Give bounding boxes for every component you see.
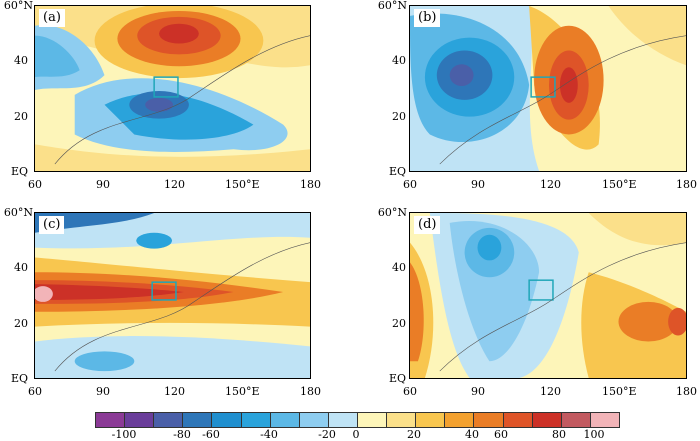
panel-b-lon-60: 60 — [403, 178, 417, 191]
panel-a-lon-120: 120 — [164, 178, 185, 191]
panel-c-map — [35, 213, 310, 378]
panel-c-lon-120: 120 — [164, 385, 185, 398]
panel-d: (d) — [409, 212, 687, 379]
panel-c-lat-60: 60°N — [3, 206, 33, 219]
panel-d-lat-40: 40 — [392, 261, 406, 274]
colorbar-segment — [387, 413, 417, 427]
panel-d-lon-180: 180 — [676, 385, 697, 398]
colorbar-segment — [416, 413, 446, 427]
colorbar-segment — [561, 413, 591, 427]
colorbar-segment — [299, 413, 329, 427]
panel-c-lon-60: 60 — [28, 385, 42, 398]
colorbar-tick-20: 20 — [407, 428, 421, 441]
colorbar-tick-neg60: -60 — [202, 428, 220, 441]
colorbar-tick-60: 60 — [494, 428, 508, 441]
panel-b-lat-60: 60°N — [377, 0, 407, 12]
panel-b-lat-eq: EQ — [388, 165, 406, 178]
colorbar-tick-0: 0 — [352, 428, 360, 441]
panel-b-lat-20: 20 — [392, 110, 406, 123]
panel-d-lon-120: 120 — [540, 385, 561, 398]
colorbar-segment — [590, 413, 619, 427]
colorbar-tick-neg40: -40 — [260, 428, 278, 441]
colorbar-tick-neg80: -80 — [173, 428, 191, 441]
panel-c-label: (c) — [39, 216, 65, 234]
colorbar-segment — [183, 413, 213, 427]
colorbar-segment — [328, 413, 358, 427]
panel-a-lon-60: 60 — [28, 178, 42, 191]
colorbar-segment — [357, 413, 388, 427]
panel-a-lon-90: 90 — [96, 178, 110, 191]
panel-b-lon-150: 150°E — [602, 178, 637, 191]
panel-d-map — [410, 213, 686, 378]
colorbar-segment — [212, 413, 242, 427]
panel-b: (b) — [409, 5, 687, 172]
panel-d-lat-60: 60°N — [377, 206, 407, 219]
panel-b-map — [410, 6, 686, 171]
colorbar-tick-100: 100 — [583, 428, 605, 441]
panel-b-lat-40: 40 — [392, 54, 406, 67]
colorbar-tick-80: 80 — [552, 428, 566, 441]
colorbar-segment — [154, 413, 184, 427]
panel-d-lat-eq: EQ — [388, 372, 406, 385]
panel-a-lon-180: 180 — [300, 178, 321, 191]
colorbar-segment — [270, 413, 300, 427]
panel-b-label: (b) — [414, 9, 441, 27]
panel-a-lat-20: 20 — [14, 110, 28, 123]
colorbar-segment — [503, 413, 533, 427]
panel-c-lon-90: 90 — [96, 385, 110, 398]
panel-a-lon-150: 150°E — [225, 178, 260, 191]
panel-c-lon-150: 150°E — [225, 385, 260, 398]
panel-c-lat-40: 40 — [14, 261, 28, 274]
panel-a: (a) — [34, 5, 311, 172]
panel-d-lon-90: 90 — [471, 385, 485, 398]
colorbar-segment — [445, 413, 475, 427]
panel-c: (c) — [34, 212, 311, 379]
panel-a-lat-40: 40 — [14, 54, 28, 67]
colorbar — [95, 412, 620, 428]
colorbar-tick-40: 40 — [465, 428, 479, 441]
panel-b-lon-180: 180 — [676, 178, 697, 191]
colorbar-segment — [241, 413, 271, 427]
colorbar-segment — [474, 413, 504, 427]
colorbar-segment — [125, 413, 155, 427]
panel-a-lat-eq: EQ — [10, 165, 28, 178]
panel-d-lat-20: 20 — [392, 317, 406, 330]
panel-c-lon-180: 180 — [300, 385, 321, 398]
colorbar-tick-neg100: -100 — [111, 428, 137, 441]
panel-a-label: (a) — [39, 9, 65, 27]
colorbar-tick-neg20: -20 — [318, 428, 336, 441]
panel-d-lon-150: 150°E — [602, 385, 637, 398]
colorbar-segment — [532, 413, 562, 427]
panel-d-lon-60: 60 — [403, 385, 417, 398]
panel-c-lat-20: 20 — [14, 317, 28, 330]
panel-c-lat-eq: EQ — [10, 372, 28, 385]
panel-b-lon-120: 120 — [540, 178, 561, 191]
panel-d-label: (d) — [414, 216, 441, 234]
panel-a-map — [35, 6, 310, 171]
panel-a-lat-60: 60°N — [3, 0, 33, 12]
panel-b-lon-90: 90 — [471, 178, 485, 191]
colorbar-segment — [96, 413, 126, 427]
